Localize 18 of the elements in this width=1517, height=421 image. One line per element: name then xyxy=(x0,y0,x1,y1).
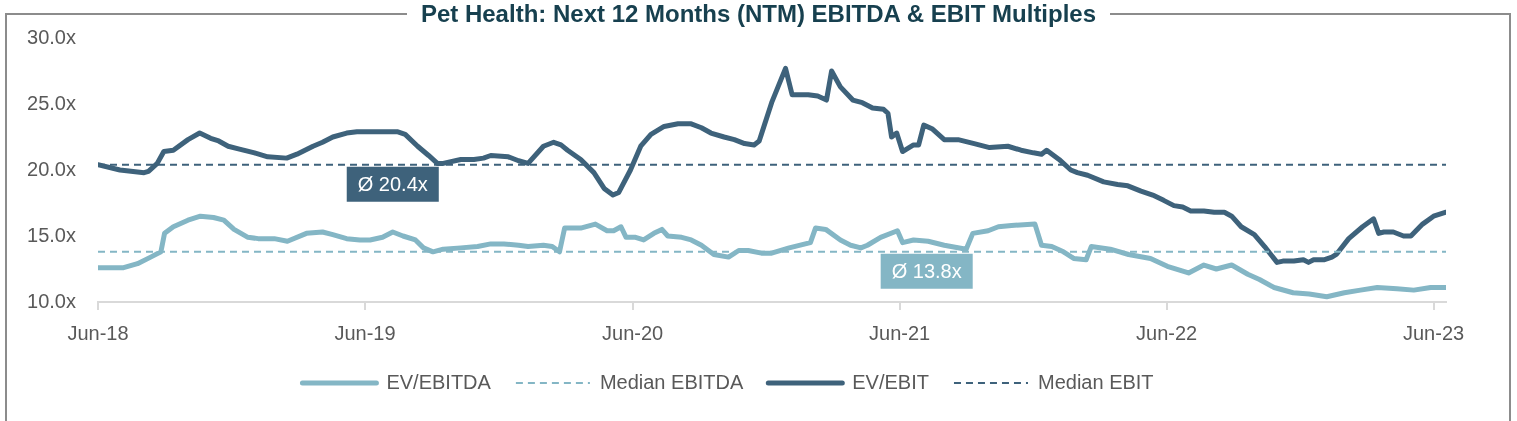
x-tick-label: Jun-23 xyxy=(1402,321,1465,344)
y-tick-label: 15.0x xyxy=(27,223,76,246)
y-tick-label: 25.0x xyxy=(27,91,76,114)
y-tick-label: 30.0x xyxy=(27,25,76,48)
x-tick-label: Jun-20 xyxy=(602,321,664,344)
y-tick-label: 20.0x xyxy=(27,157,76,180)
x-tick-label: Jun-21 xyxy=(869,321,931,344)
x-tick-label: Jun-22 xyxy=(1136,321,1198,344)
legend-label: Median EBIT xyxy=(1037,370,1154,393)
legend-label: Median EBITDA xyxy=(599,370,744,393)
legend-label: EV/EBIT xyxy=(852,370,929,393)
annotation: Ø 20.4x xyxy=(357,172,428,195)
legend-label: EV/EBITDA xyxy=(386,370,492,393)
annotation: Ø 13.8x xyxy=(891,259,962,282)
x-tick-label: Jun-19 xyxy=(334,321,396,344)
chart-title: Pet Health: Next 12 Months (NTM) EBITDA & EBIT Multiples xyxy=(406,0,1111,28)
x-tick-label: Jun-18 xyxy=(67,321,129,344)
y-tick-label: 10.0x xyxy=(27,289,76,312)
